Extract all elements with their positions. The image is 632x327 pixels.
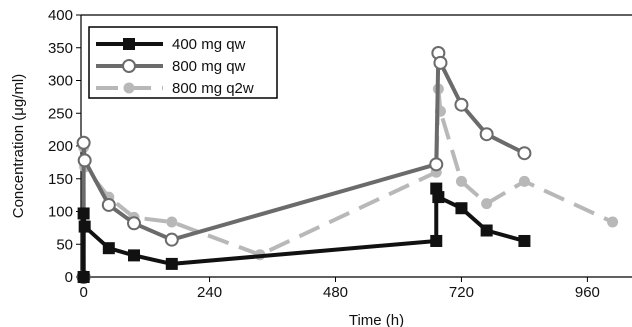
series-400-mg-qw	[77, 182, 531, 283]
legend-item-800-mg-q2w: 800 mg q2w	[96, 80, 254, 97]
data-point-800-mg-qw	[429, 157, 444, 172]
data-point-400-mg-qw	[518, 234, 531, 247]
data-point-800-mg-q2w	[481, 198, 493, 210]
y-tick-label: 0	[65, 269, 73, 286]
y-tick-label: 50	[56, 236, 73, 253]
x-tick-label: 0	[79, 284, 87, 301]
data-point-400-mg-qw	[432, 191, 445, 204]
legend-label: 800 mg qw	[172, 58, 246, 75]
series-line-800-mg-q2w	[81, 87, 614, 277]
data-point-800-mg-qw	[101, 197, 116, 212]
data-point-800-mg-q2w	[607, 216, 619, 228]
data-point-800-mg-qw	[517, 146, 532, 161]
data-point-800-mg-qw	[433, 55, 448, 70]
series-layer	[76, 45, 619, 284]
data-point-800-mg-qw	[454, 97, 469, 112]
legend-marker	[123, 82, 135, 94]
legend-marker	[123, 38, 135, 50]
legend-item-400-mg-qw: 400 mg qw	[96, 36, 246, 53]
data-point-800-mg-q2w	[518, 175, 530, 187]
data-point-400-mg-qw	[165, 257, 178, 270]
x-tick-label: 480	[323, 284, 348, 301]
data-point-800-mg-q2w	[455, 175, 467, 187]
x-axis-label: Time (h)	[349, 312, 404, 327]
data-point-400-mg-qw	[102, 242, 115, 255]
series-800-mg-q2w	[78, 83, 619, 283]
y-tick-label: 100	[48, 204, 73, 221]
data-point-800-mg-qw	[76, 135, 91, 150]
legend-label: 400 mg qw	[172, 36, 246, 53]
y-tick-label: 400	[48, 7, 73, 24]
data-point-400-mg-qw	[78, 220, 91, 233]
axes: 0 50 100 150 200 250 300 350 400 0 240 480 720 960	[48, 7, 632, 301]
data-point-400-mg-qw	[77, 207, 90, 220]
data-point-400-mg-qw	[77, 271, 90, 283]
legend-item-800-mg-qw: 800 mg qw	[96, 58, 246, 75]
data-point-800-mg-qw	[164, 232, 179, 247]
data-point-400-mg-qw	[128, 249, 141, 262]
x-tick-label: 240	[197, 284, 222, 301]
data-point-400-mg-qw	[430, 234, 443, 247]
data-point-400-mg-qw	[480, 224, 493, 237]
x-tick-label: 960	[575, 284, 600, 301]
legend-marker	[122, 59, 136, 73]
y-tick-label: 250	[48, 105, 73, 122]
y-tick-label: 300	[48, 73, 73, 90]
data-point-800-mg-qw	[127, 216, 142, 231]
legend-label: 800 mg q2w	[172, 80, 254, 97]
y-axis-label: Concentration (μg/ml)	[10, 74, 27, 219]
data-point-800-mg-q2w	[166, 216, 178, 228]
x-tick-label: 720	[449, 284, 474, 301]
data-point-800-mg-qw	[479, 127, 494, 142]
legend: 400 mg qw 800 mg qw 800 mg q2w	[88, 26, 278, 99]
y-tick-label: 350	[48, 40, 73, 57]
series-800-mg-qw	[76, 45, 532, 284]
y-tick-label: 200	[48, 138, 73, 155]
data-point-400-mg-qw	[455, 202, 468, 215]
legend-box	[88, 26, 278, 99]
y-tick-label: 150	[48, 171, 73, 188]
data-point-800-mg-qw	[77, 153, 92, 168]
